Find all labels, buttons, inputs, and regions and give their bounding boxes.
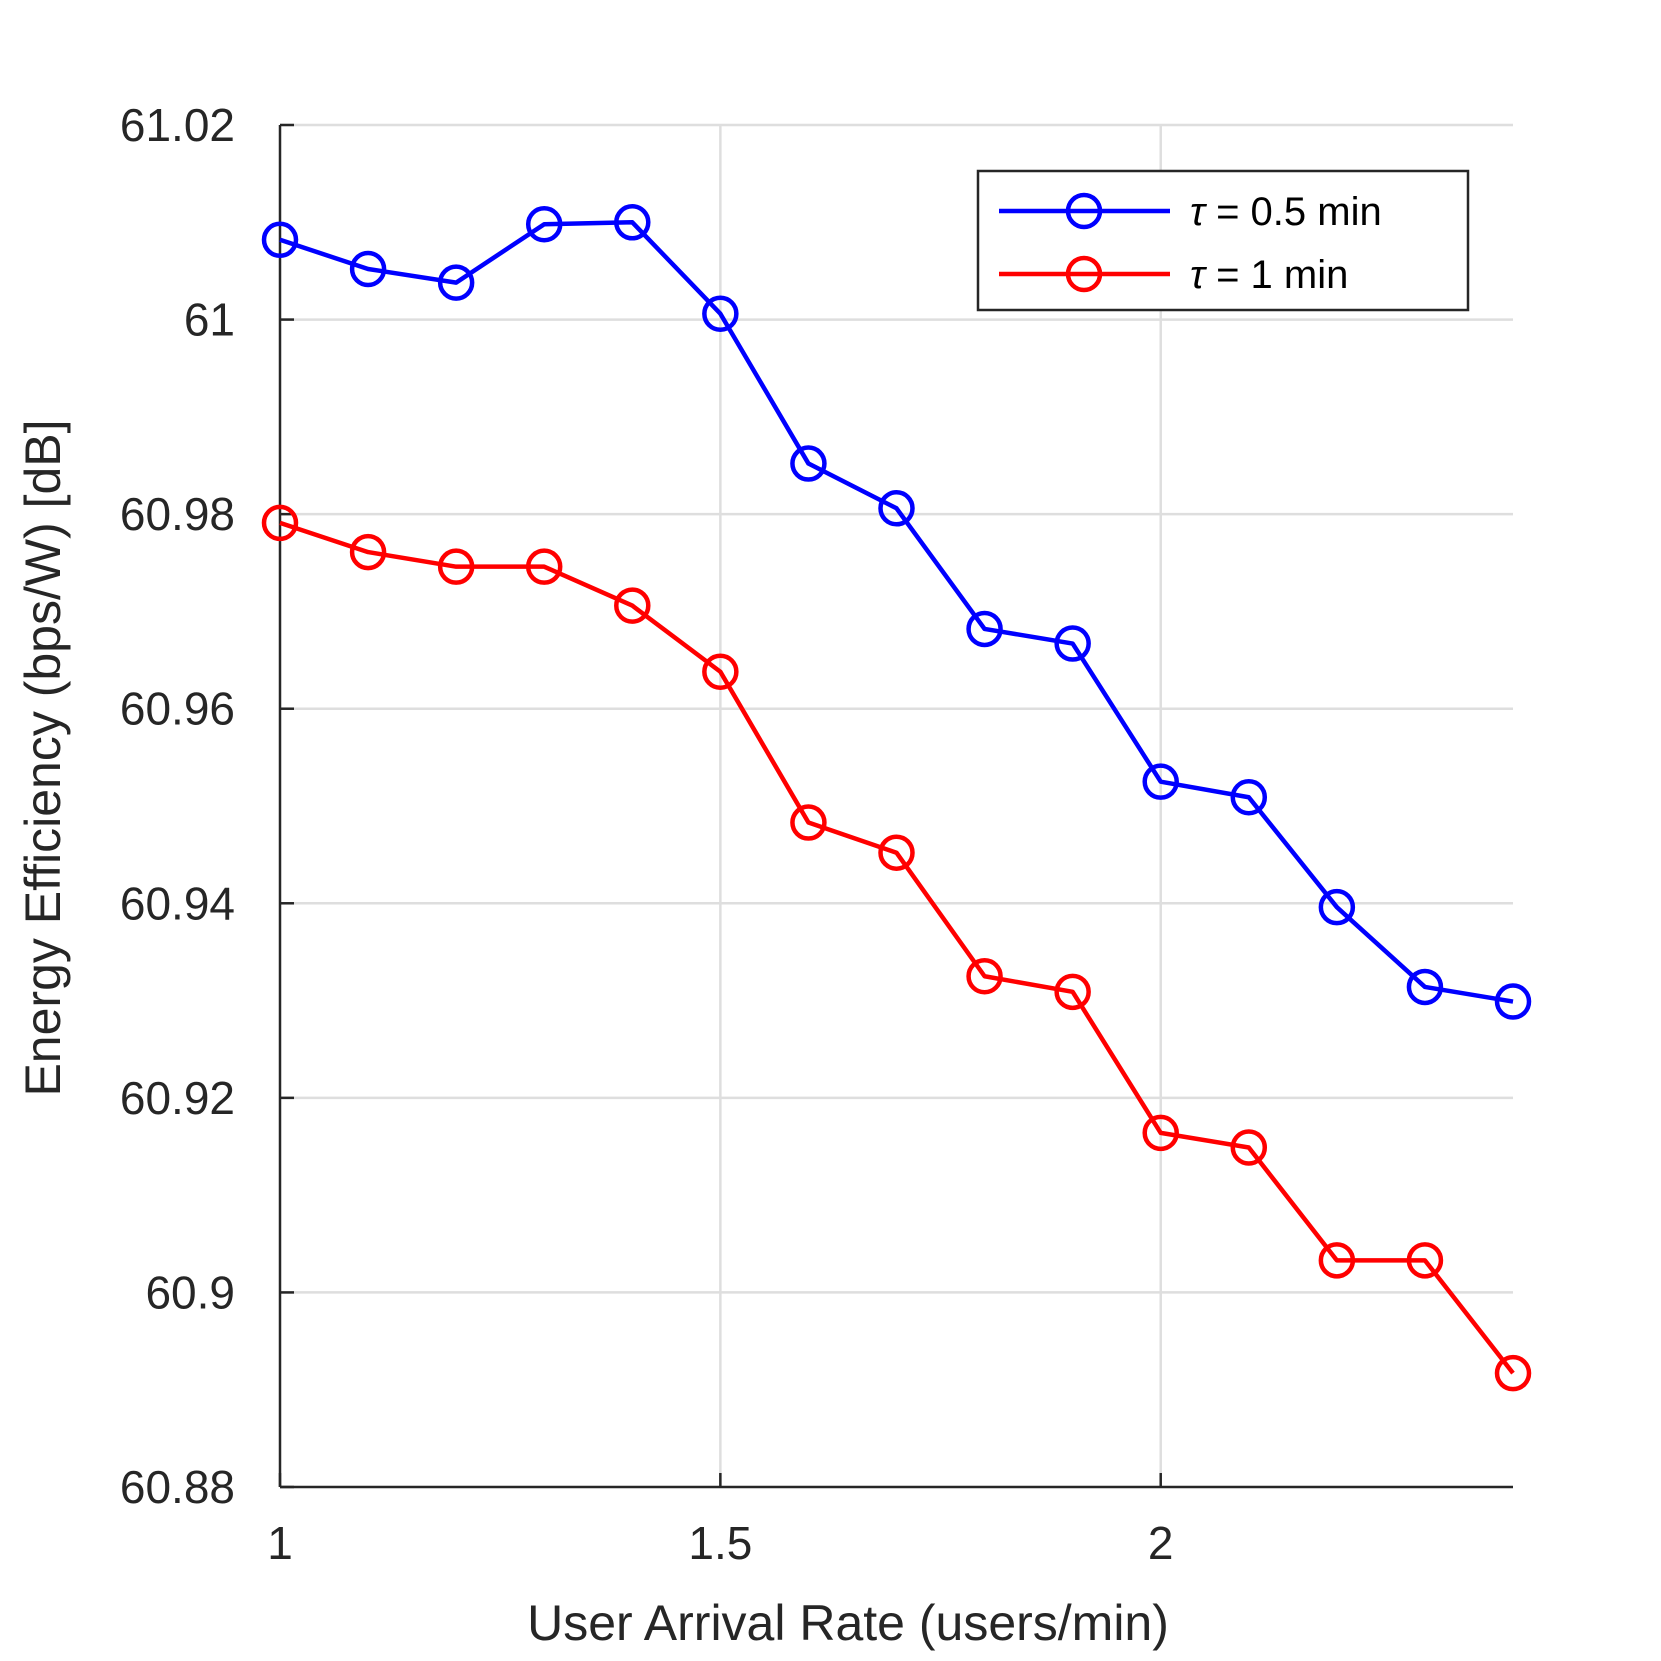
data-point	[1318, 888, 1356, 926]
y-tick-label: 60.9	[145, 1266, 235, 1318]
data-point	[525, 548, 563, 585]
legend-marker	[1065, 192, 1103, 230]
series-line	[279, 220, 1514, 1004]
x-tick-label: 1.5	[688, 1517, 752, 1569]
series-0	[261, 204, 1532, 1020]
legend-box	[976, 169, 1470, 312]
y-tick-label: 60.92	[120, 1072, 235, 1124]
legend-symbol: τ	[1190, 190, 1208, 234]
x-tick-label: 2	[1148, 1517, 1174, 1569]
data-point	[349, 533, 387, 571]
data-point	[790, 445, 827, 482]
data-point	[878, 834, 915, 871]
data-point	[1318, 1242, 1356, 1279]
data-point	[437, 548, 475, 585]
y-tick-label: 61.02	[120, 99, 235, 151]
data-point	[878, 490, 915, 527]
data-point	[1054, 973, 1091, 1011]
data-point	[1494, 983, 1532, 1020]
series-layer	[261, 204, 1532, 1392]
x-axis-label: User Arrival Rate (users/min)	[527, 1595, 1169, 1651]
data-point	[1142, 1114, 1179, 1152]
data-point	[966, 610, 1003, 648]
y-tick-label: 60.98	[120, 488, 235, 540]
y-axis-label: Energy Efficiency (bps/W) [dB]	[15, 419, 71, 1096]
legend-label-text: = 1 min	[1205, 253, 1348, 297]
data-point	[790, 804, 827, 841]
legend-symbol: τ	[1190, 253, 1208, 297]
data-point	[1494, 1354, 1532, 1392]
data-point	[614, 587, 651, 624]
grid	[280, 123, 1513, 1487]
legend-marker	[1065, 255, 1103, 293]
y-tick-label: 60.88	[120, 1461, 235, 1513]
series-line	[279, 520, 1515, 1375]
legend-entry: τ = 0.5 min	[999, 190, 1382, 234]
data-point	[1406, 1242, 1444, 1279]
data-point	[1230, 1129, 1268, 1166]
series-1	[261, 504, 1532, 1392]
data-point	[437, 264, 475, 301]
data-point	[1230, 778, 1268, 816]
legend-label: τ = 0.5 min	[1190, 190, 1382, 234]
data-point	[1406, 968, 1444, 1006]
data-point	[261, 504, 299, 542]
y-tick-label: 61	[184, 294, 235, 346]
data-point	[1054, 625, 1091, 662]
data-point	[1142, 763, 1179, 800]
x-tick-label: 1	[267, 1517, 293, 1569]
legend-entry: τ = 1 min	[999, 253, 1348, 297]
data-point	[702, 653, 739, 690]
data-point	[966, 958, 1003, 995]
data-point	[349, 250, 387, 288]
y-tick-label: 60.96	[120, 683, 235, 735]
legend-label-text: = 0.5 min	[1205, 190, 1382, 234]
y-tick-label: 60.94	[120, 877, 235, 929]
axes: 60.88 60.9 60.92 60.94 60.96 60.98 61 61.02 1 1.5…	[120, 99, 1513, 1569]
data-point	[702, 295, 739, 332]
data-point	[525, 205, 563, 243]
legend-label: τ = 1 min	[1190, 253, 1348, 297]
data-point	[614, 204, 651, 241]
data-point	[261, 221, 299, 259]
